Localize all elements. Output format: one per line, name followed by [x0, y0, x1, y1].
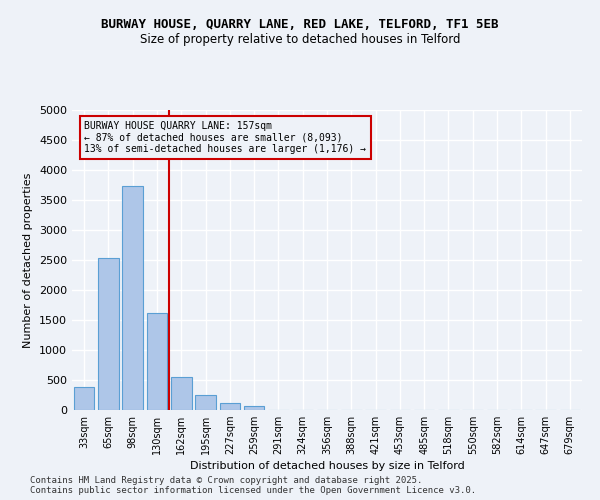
Text: Size of property relative to detached houses in Telford: Size of property relative to detached ho… [140, 32, 460, 46]
Bar [122, 186, 143, 410]
Bar [146, 313, 167, 410]
Text: BURWAY HOUSE QUARRY LANE: 157sqm
← 87% of detached houses are smaller (8,093)
13: BURWAY HOUSE QUARRY LANE: 157sqm ← 87% o… [85, 121, 367, 154]
Text: BURWAY HOUSE, QUARRY LANE, RED LAKE, TELFORD, TF1 5EB: BURWAY HOUSE, QUARRY LANE, RED LAKE, TEL… [101, 18, 499, 30]
Bar [195, 396, 216, 410]
X-axis label: Distribution of detached houses by size in Telford: Distribution of detached houses by size … [190, 462, 464, 471]
Bar [244, 406, 265, 410]
Y-axis label: Number of detached properties: Number of detached properties [23, 172, 34, 348]
Text: Contains HM Land Registry data © Crown copyright and database right 2025.
Contai: Contains HM Land Registry data © Crown c… [30, 476, 476, 495]
Bar [74, 386, 94, 410]
Bar [98, 258, 119, 410]
Bar [171, 376, 191, 410]
Bar [220, 403, 240, 410]
